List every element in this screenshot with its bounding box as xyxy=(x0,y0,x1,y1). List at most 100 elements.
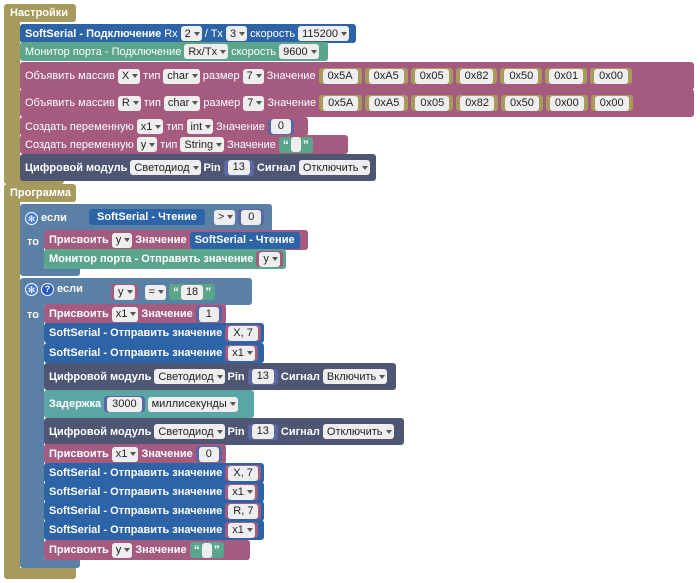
digital-module-block[interactable]: Цифровой модуль Светодиод Pin 13 Сигнал … xyxy=(44,363,396,390)
array-value[interactable]: 0x50 xyxy=(505,95,539,111)
monitor-connect-block[interactable]: Монитор порта - Подключение Rx/Tx скорос… xyxy=(20,42,328,61)
type-dropdown[interactable]: char xyxy=(163,68,200,84)
var-name-dropdown[interactable]: x1 xyxy=(136,119,164,134)
delay-value[interactable]: 3000 xyxy=(107,396,142,412)
array-socket[interactable]: X, 7 xyxy=(225,465,261,481)
array-value-socket[interactable]: 0x00 xyxy=(545,95,588,111)
array-value[interactable]: 0x50 xyxy=(504,68,539,84)
number-socket[interactable]: 0 xyxy=(238,209,265,225)
array-value[interactable]: 0x5A xyxy=(322,68,358,84)
speed-dropdown[interactable]: 9600 xyxy=(279,44,319,59)
signal-dropdown[interactable]: Включить xyxy=(322,369,388,384)
array-value-socket[interactable]: 0x50 xyxy=(500,68,543,84)
number-value[interactable]: 0 xyxy=(198,446,219,462)
program-block[interactable] xyxy=(4,184,76,202)
array-value[interactable]: 0x05 xyxy=(415,95,450,111)
create-var-y-block[interactable]: Создать переменную y тип String Значение… xyxy=(20,135,348,154)
operator-dropdown[interactable]: = xyxy=(144,284,166,300)
size-dropdown[interactable]: 7 xyxy=(243,95,265,111)
array-value[interactable]: X, 7 xyxy=(228,465,258,481)
var-socket[interactable]: x1 xyxy=(225,522,258,538)
array-value-socket[interactable]: 0x82 xyxy=(455,68,498,84)
number-socket[interactable]: 0 xyxy=(195,446,222,462)
array-value[interactable]: X, 7 xyxy=(228,325,258,341)
array-value-socket[interactable]: 0x05 xyxy=(410,68,453,84)
assign-y-block[interactable]: Присвоить y Значение SoftSerial - Чтение xyxy=(44,230,308,250)
number-value[interactable]: 0 xyxy=(270,119,291,134)
array-value-socket[interactable]: 0x05 xyxy=(411,95,454,111)
number-value[interactable]: 1 xyxy=(198,306,219,322)
string-socket[interactable]: “ ” xyxy=(278,136,313,153)
pin-value[interactable]: 13 xyxy=(251,424,274,439)
softserial-send-block[interactable]: SoftSerial - Отправить значение x1 xyxy=(44,482,264,502)
array-value-socket[interactable]: 0x01 xyxy=(545,68,588,84)
pin-socket[interactable]: 13 xyxy=(247,423,278,440)
var-socket[interactable]: y xyxy=(111,284,138,300)
operator-dropdown[interactable]: > xyxy=(213,209,236,225)
help-icon[interactable]: ? xyxy=(41,282,54,296)
number-socket[interactable]: 3000 xyxy=(104,396,145,412)
array-value-socket[interactable]: 0x00 xyxy=(590,95,633,111)
string-value[interactable]: 18 xyxy=(180,284,204,300)
signal-dropdown[interactable]: Отключить xyxy=(298,160,370,175)
tx-dropdown[interactable]: 3 xyxy=(225,26,248,41)
array-value[interactable]: 0x82 xyxy=(460,95,495,111)
monitor-send-block[interactable]: Монитор порта - Отправить значение y xyxy=(44,249,286,269)
number-socket[interactable]: 1 xyxy=(195,306,222,322)
pin-value[interactable]: 13 xyxy=(227,160,250,175)
port-dropdown[interactable]: Rx/Tx xyxy=(184,44,229,59)
array-value[interactable]: 0x5A xyxy=(323,95,359,111)
array-value[interactable]: 0x00 xyxy=(594,68,629,84)
softserial-connect-block[interactable]: SoftSerial - Подключение Rx 2 / Tx 3 ско… xyxy=(20,24,356,43)
array-value[interactable]: 0x00 xyxy=(594,95,629,111)
string-socket[interactable]: “ ” xyxy=(189,542,224,558)
unit-dropdown[interactable]: миллисекунды xyxy=(147,396,238,412)
array-value-socket[interactable]: 0x5A xyxy=(318,68,362,84)
string-socket[interactable]: “ 18 ” xyxy=(168,284,216,300)
array-name-dropdown[interactable]: X xyxy=(117,68,141,84)
var-socket[interactable]: x1 xyxy=(225,484,258,500)
compare-block[interactable]: SoftSerial - Чтение > 0 xyxy=(86,207,268,227)
type-dropdown[interactable]: char xyxy=(163,95,201,111)
array-value-socket[interactable]: 0x50 xyxy=(501,95,543,111)
delay-block[interactable]: Задержка 3000 миллисекунды xyxy=(44,390,254,418)
pin-value[interactable]: 13 xyxy=(251,369,274,384)
type-dropdown[interactable]: int xyxy=(186,119,214,134)
var-dropdown[interactable]: x1 xyxy=(111,446,139,462)
size-dropdown[interactable]: 7 xyxy=(242,68,264,84)
array-value[interactable]: 0xA5 xyxy=(369,95,405,111)
array-r-block[interactable]: Объявить массив R тип char размер 7 Знач… xyxy=(20,89,694,117)
digital-module-block[interactable]: Цифровой модуль Светодиод Pin 13 Сигнал … xyxy=(20,154,376,181)
signal-dropdown[interactable]: Отключить xyxy=(322,424,394,439)
array-value-socket[interactable]: 0x82 xyxy=(456,95,499,111)
array-value-socket[interactable]: 0x00 xyxy=(590,68,633,84)
var-dropdown[interactable]: x1 xyxy=(228,484,255,500)
softserial-read-block[interactable]: SoftSerial - Чтение xyxy=(89,209,205,225)
device-dropdown[interactable]: Светодиод xyxy=(130,160,201,175)
var-name-dropdown[interactable]: y xyxy=(136,137,158,152)
var-dropdown[interactable]: y xyxy=(111,542,133,558)
array-socket[interactable]: R, 7 xyxy=(225,503,262,519)
array-socket[interactable]: X, 7 xyxy=(225,325,261,341)
assign-x1-block[interactable]: Присвоить x1 Значение 1 xyxy=(44,304,226,324)
array-value[interactable]: 0x05 xyxy=(414,68,449,84)
var-dropdown[interactable]: y xyxy=(114,284,135,300)
array-value[interactable]: 0xA5 xyxy=(368,68,404,84)
softserial-send-block[interactable]: SoftSerial - Отправить значение x1 xyxy=(44,343,264,363)
array-value[interactable]: 0x01 xyxy=(549,68,584,84)
softserial-read-block[interactable]: SoftSerial - Чтение xyxy=(189,231,300,249)
array-value[interactable]: R, 7 xyxy=(228,503,259,519)
device-dropdown[interactable]: Светодиод xyxy=(154,424,225,439)
softserial-send-block[interactable]: SoftSerial - Отправить значение X, 7 xyxy=(44,323,264,343)
var-dropdown[interactable]: x1 xyxy=(228,345,255,361)
var-dropdown[interactable]: x1 xyxy=(111,306,139,322)
number-value[interactable]: 0 xyxy=(241,209,262,225)
pin-socket[interactable]: 13 xyxy=(247,368,278,385)
gear-icon[interactable]: ✻ xyxy=(25,282,38,296)
array-x-block[interactable]: Объявить массив X тип char размер 7 Знач… xyxy=(20,62,694,90)
array-value[interactable]: 0x00 xyxy=(549,95,584,111)
array-value-socket[interactable]: 0xA5 xyxy=(365,95,409,111)
compare-block[interactable]: y = “ 18 ” xyxy=(108,282,250,302)
create-var-x1-block[interactable]: Создать переменную x1 тип int Значение 0 xyxy=(20,117,308,136)
softserial-send-block[interactable]: SoftSerial - Отправить значение X, 7 xyxy=(44,463,264,483)
